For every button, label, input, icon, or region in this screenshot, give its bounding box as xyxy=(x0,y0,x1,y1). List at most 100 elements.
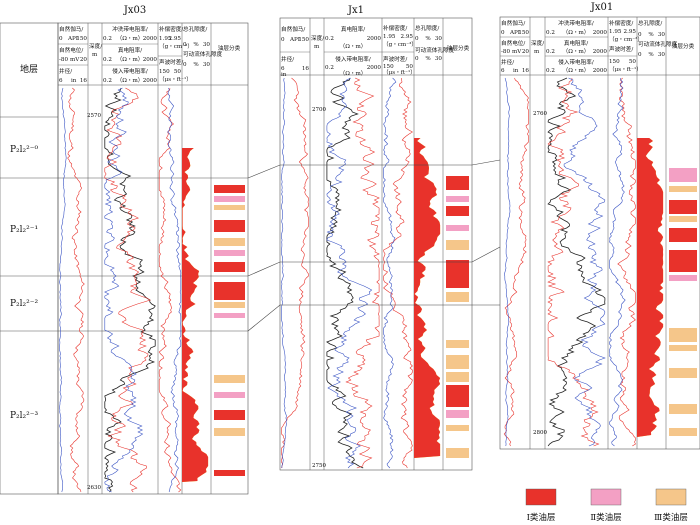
gr-header: 自然伽马/ xyxy=(281,25,305,33)
den-max: 2.95 xyxy=(624,29,637,35)
oil-class-bar xyxy=(446,260,469,288)
gamma-ray-curve xyxy=(503,77,529,447)
oil-class-bar xyxy=(669,216,697,222)
well-title: Jx01 xyxy=(590,2,613,13)
por-header: 总孔隙度/ xyxy=(183,25,207,33)
fpor-unit: % xyxy=(425,56,430,62)
gr-unit: API xyxy=(289,37,300,43)
fpor-unit: % xyxy=(193,62,198,68)
sp-max: 20 xyxy=(522,49,530,55)
oil-class-bar xyxy=(214,262,245,272)
correlation-lines xyxy=(247,159,501,332)
den-header: 补偿密度/ xyxy=(159,25,183,33)
depth-unit: m xyxy=(314,44,320,50)
shallow-resistivity-curve xyxy=(104,87,151,493)
den-min: 1.95 xyxy=(383,34,396,40)
gamma-ray-curve xyxy=(67,87,85,493)
flushed-resistivity-curve xyxy=(326,77,373,469)
zone-correlation-line xyxy=(247,304,500,332)
den-min: 1.95 xyxy=(609,29,622,35)
oil-class-bar xyxy=(214,410,245,420)
gr-header: 自然伽马/ xyxy=(501,19,525,27)
oil-class-bar xyxy=(446,292,469,302)
res3-min: 0.2 xyxy=(325,65,334,71)
res3-header: 侵入带电阻率/ xyxy=(558,58,594,66)
res2-min: 0.2 xyxy=(103,57,112,63)
den-max: 2.95 xyxy=(401,34,414,40)
oil-class-bar xyxy=(446,410,469,418)
ac-max: 50 xyxy=(174,69,182,75)
res3-max: 2000 xyxy=(593,68,608,74)
oil-class-bar xyxy=(446,206,469,216)
oil-class-bar xyxy=(214,302,245,308)
oil-class-bar xyxy=(214,238,245,246)
res3-min: 0.2 xyxy=(546,68,555,74)
res2-min: 0.2 xyxy=(546,49,555,55)
log-curves xyxy=(59,87,209,493)
depth-unit: m xyxy=(92,52,98,58)
legend-swatch xyxy=(590,488,622,506)
fpor-min: 0 xyxy=(638,52,642,58)
well-frame xyxy=(499,16,700,450)
legend: Ⅰ类油层 Ⅱ类油层 Ⅲ类油层 xyxy=(525,488,688,523)
res1-max: 2000 xyxy=(593,30,608,36)
cal-max: 16 xyxy=(80,78,88,84)
gr-max: 150 xyxy=(76,36,87,42)
cal-header: 井径/ xyxy=(501,58,514,66)
oil-class-bar xyxy=(446,372,469,382)
oil-class-bar xyxy=(669,168,697,182)
sp-curve xyxy=(59,87,67,493)
gr-unit: API xyxy=(509,30,520,36)
legend-item: Ⅱ类油层 xyxy=(590,488,622,523)
sp-header: 自然电位/ xyxy=(501,39,525,47)
well-title: Jx03 xyxy=(123,5,146,16)
gr-max: 150 xyxy=(298,37,309,43)
legend-item: Ⅰ类油层 xyxy=(525,488,557,523)
gr-max: 150 xyxy=(518,30,529,36)
res3-max: 2000 xyxy=(143,78,158,84)
sp-unit: mV xyxy=(512,49,522,55)
ac-unit: （μs・ft⁻¹） xyxy=(159,76,192,83)
sonic-curve xyxy=(167,87,182,493)
ac-max: 50 xyxy=(629,59,637,65)
depth-header: 深度/ xyxy=(311,34,324,42)
oil-class-bar xyxy=(446,425,469,431)
oil-class-bar xyxy=(446,385,469,407)
sp-unit: mV xyxy=(70,57,80,63)
den-unit: （g・cm⁻³） xyxy=(383,41,417,48)
well-frame xyxy=(57,22,249,495)
res2-max: 2000 xyxy=(593,49,608,55)
gr-min: 0 xyxy=(501,30,505,36)
sp-max: 20 xyxy=(80,57,88,63)
zone-correlation-line xyxy=(247,246,501,277)
res1-min: 0.2 xyxy=(546,30,555,36)
legend-label: Ⅲ类油层 xyxy=(654,512,688,523)
ac-header: 声波时差/ xyxy=(159,58,183,66)
fpor-max: 30 xyxy=(658,52,666,58)
depth-header: 深度/ xyxy=(531,39,544,47)
gr-header: 自然伽马/ xyxy=(59,25,83,33)
oil-class-bar xyxy=(669,275,697,281)
well-panel-jx01: Jx01 自然伽马/ 0 API 150 自然电位/ -80 mV 20 井径/… xyxy=(499,2,700,450)
res3-min: 0.2 xyxy=(103,78,112,84)
fpor-max: 30 xyxy=(435,56,443,62)
strat-column-frame xyxy=(0,22,59,495)
res3-header: 侵入带电阻率/ xyxy=(335,55,371,63)
legend-item: Ⅲ类油层 xyxy=(654,488,688,523)
shallow-resistivity-curve xyxy=(345,77,380,469)
res2-unit: （Ω・m） xyxy=(563,48,590,55)
oil-class-column xyxy=(669,168,697,436)
oil-class-bar xyxy=(669,186,697,192)
legend-swatch xyxy=(655,488,687,506)
depth-top-label: 2570 xyxy=(87,113,101,119)
gr-min: 0 xyxy=(281,37,285,43)
por-unit: % xyxy=(425,36,430,42)
cal-unit: in xyxy=(513,68,519,74)
res1-max: 2000 xyxy=(143,36,158,42)
res3-max: 2000 xyxy=(367,65,382,71)
deep-resistivity-curve xyxy=(104,87,156,493)
por-max: 30 xyxy=(435,36,443,42)
well-title: Jx1 xyxy=(347,5,364,16)
ac-header: 声波时差/ xyxy=(609,45,633,53)
res1-unit: （Ω・m） xyxy=(117,35,144,42)
